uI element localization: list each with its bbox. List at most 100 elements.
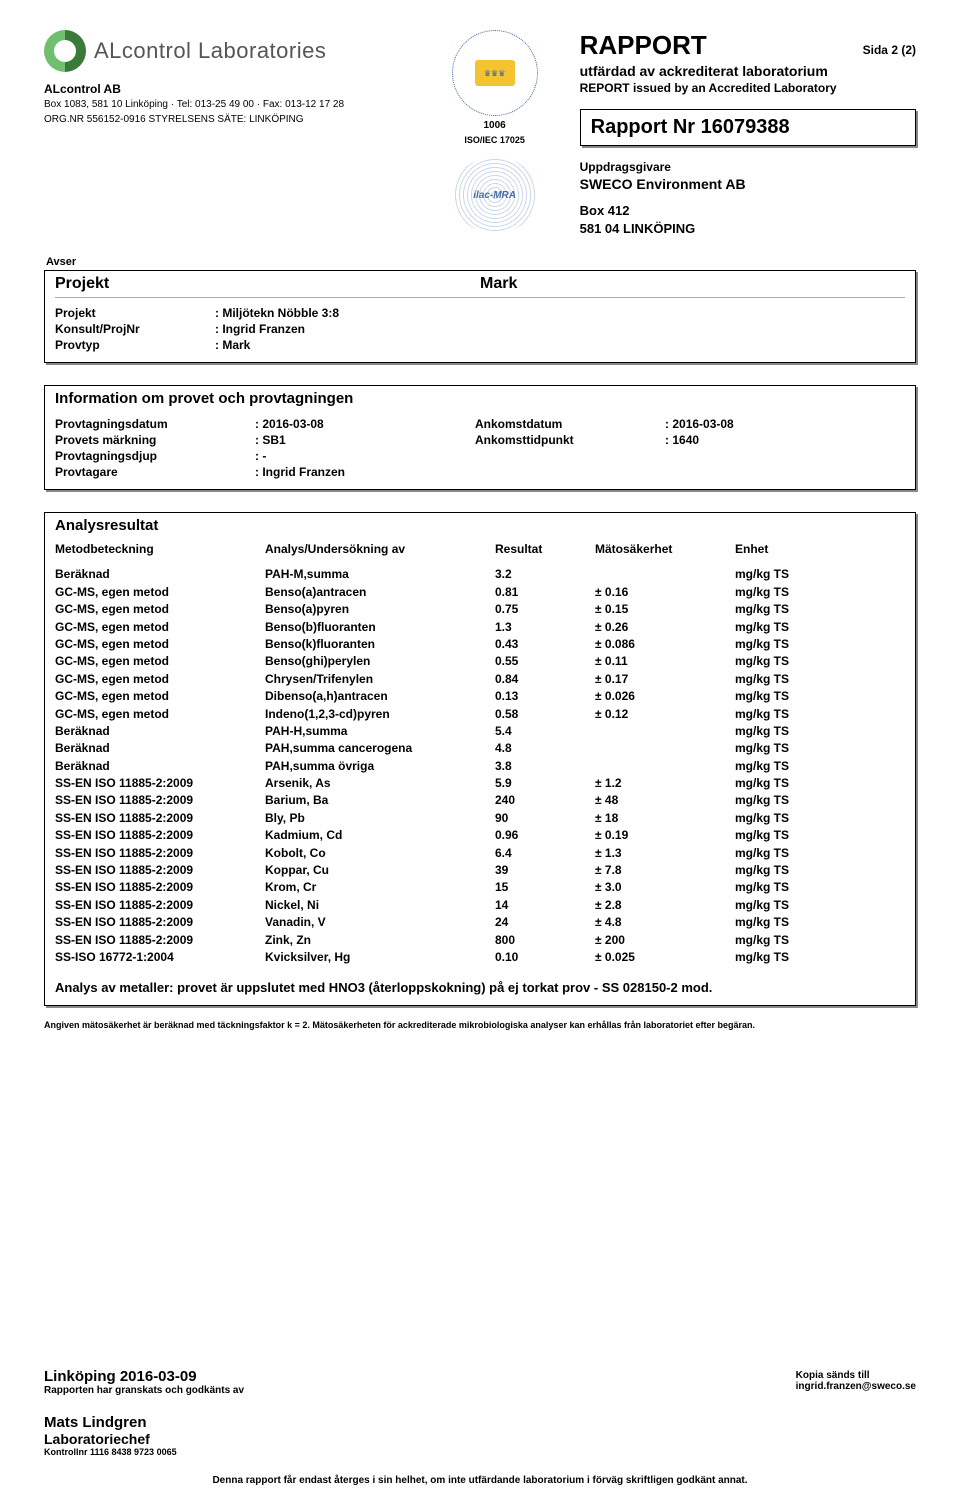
table-cell: 240 (495, 792, 595, 809)
table-cell: Beräknad (55, 740, 265, 757)
kv-key: Ankomsttidpunkt (475, 433, 665, 447)
table-cell: 0.55 (495, 653, 595, 670)
table-cell: GC-MS, egen metod (55, 636, 265, 653)
footer-role: Laboratoriechef (44, 1431, 244, 1447)
table-cell: SS-EN ISO 11885-2:2009 (55, 897, 265, 914)
table-cell: SS-EN ISO 11885-2:2009 (55, 862, 265, 879)
table-cell: SS-EN ISO 11885-2:2009 (55, 827, 265, 844)
table-cell: 0.10 (495, 949, 595, 966)
table-cell: mg/kg TS (735, 879, 855, 896)
results-method-note: Analys av metaller: provet är uppslutet … (55, 980, 905, 995)
swedac-number: 1006 (430, 120, 560, 131)
info-title: Information om provet och provtagningen (55, 390, 905, 407)
avser-grid: Projekt Miljötekn Nöbble 3:8 Konsult/Pro… (55, 306, 905, 352)
table-row: GC-MS, egen metodChrysen/Trifenylen0.84±… (55, 671, 905, 688)
table-cell: ± 0.16 (595, 584, 735, 601)
header-left: ALcontrol Laboratories ALcontrol AB Box … (44, 30, 410, 238)
table-cell: Koppar, Cu (265, 862, 495, 879)
table-cell: SS-EN ISO 11885-2:2009 (55, 932, 265, 949)
footer-name: Mats Lindgren (44, 1414, 244, 1431)
table-row: SS-EN ISO 11885-2:2009Zink, Zn800± 200mg… (55, 932, 905, 949)
table-cell: ± 1.2 (595, 775, 735, 792)
table-cell: mg/kg TS (735, 897, 855, 914)
kv-val: Mark (215, 338, 435, 352)
client-label: Uppdragsgivare (580, 160, 916, 174)
table-cell: 0.84 (495, 671, 595, 688)
table-cell: Beräknad (55, 723, 265, 740)
col-uncert: Mätosäkerhet (595, 542, 735, 556)
table-cell: Kobolt, Co (265, 845, 495, 862)
table-cell: mg/kg TS (735, 601, 855, 618)
company-address-1: Box 1083, 581 10 Linköping · Tel: 013-25… (44, 98, 410, 111)
kv-key: Projekt (55, 306, 215, 320)
table-cell: mg/kg TS (735, 775, 855, 792)
table-cell: ± 7.8 (595, 862, 735, 879)
table-cell (595, 566, 735, 583)
table-row: SS-ISO 16772-1:2004Kvicksilver, Hg0.10± … (55, 949, 905, 966)
table-cell: 0.58 (495, 706, 595, 723)
ilac-logo-icon: ilac-MRA (452, 157, 538, 233)
table-cell: PAH-H,summa (265, 723, 495, 740)
results-header-row: Metodbeteckning Analys/Undersökning av R… (55, 542, 905, 556)
table-cell: ± 3.0 (595, 879, 735, 896)
kv-key: Provtagningsdatum (55, 417, 255, 431)
table-cell: GC-MS, egen metod (55, 671, 265, 688)
avser-section: Projekt Mark Projekt Miljötekn Nöbble 3:… (44, 270, 916, 363)
table-cell: Dibenso(a,h)antracen (265, 688, 495, 705)
table-row: BeräknadPAH,summa cancerogena4.8mg/kg TS (55, 740, 905, 757)
table-cell: ± 0.17 (595, 671, 735, 688)
table-cell: mg/kg TS (735, 792, 855, 809)
table-cell: PAH,summa övriga (265, 758, 495, 775)
table-cell: mg/kg TS (735, 914, 855, 931)
table-cell: 24 (495, 914, 595, 931)
table-row: SS-EN ISO 11885-2:2009Koppar, Cu39± 7.8m… (55, 862, 905, 879)
swedac-standard: ISO/IEC 17025 (430, 135, 560, 145)
table-cell: Beräknad (55, 758, 265, 775)
report-page: ALcontrol Laboratories ALcontrol AB Box … (0, 0, 960, 1510)
footer-place-date: Linköping 2016-03-09 (44, 1368, 244, 1385)
table-cell: 1.3 (495, 619, 595, 636)
table-row: SS-EN ISO 11885-2:2009Nickel, Ni14± 2.8m… (55, 897, 905, 914)
table-cell: Chrysen/Trifenylen (265, 671, 495, 688)
table-cell: ± 0.086 (595, 636, 735, 653)
results-title: Analysresultat (55, 517, 905, 534)
table-cell: PAH-M,summa (265, 566, 495, 583)
table-cell: SS-EN ISO 11885-2:2009 (55, 879, 265, 896)
col-method: Metodbeteckning (55, 542, 265, 556)
table-cell: mg/kg TS (735, 740, 855, 757)
table-row: BeräknadPAH-M,summa3.2mg/kg TS (55, 566, 905, 583)
issued-sv: utfärdad av ackrediterat laboratorium (580, 63, 916, 79)
table-cell (595, 723, 735, 740)
info-section: Information om provet och provtagningen … (44, 385, 916, 490)
table-row: GC-MS, egen metodIndeno(1,2,3-cd)pyren0.… (55, 706, 905, 723)
col-result: Resultat (495, 542, 595, 556)
table-row: SS-EN ISO 11885-2:2009Arsenik, As5.9± 1.… (55, 775, 905, 792)
kv-key: Ankomstdatum (475, 417, 665, 431)
table-cell: ± 18 (595, 810, 735, 827)
table-cell: mg/kg TS (735, 932, 855, 949)
table-cell: GC-MS, egen metod (55, 688, 265, 705)
table-cell: SS-ISO 16772-1:2004 (55, 949, 265, 966)
header-mid: ♛♛♛ 1006 ISO/IEC 17025 ilac-MRA (430, 30, 560, 238)
table-cell: ± 200 (595, 932, 735, 949)
table-cell: mg/kg TS (735, 688, 855, 705)
table-cell: Vanadin, V (265, 914, 495, 931)
table-row: SS-EN ISO 11885-2:2009Kadmium, Cd0.96± 0… (55, 827, 905, 844)
table-cell: ± 48 (595, 792, 735, 809)
kv-key: Provtagare (55, 465, 255, 479)
table-row: BeräknadPAH,summa övriga3.8mg/kg TS (55, 758, 905, 775)
table-cell: SS-EN ISO 11885-2:2009 (55, 914, 265, 931)
client-block: Uppdragsgivare SWECO Environment AB Box … (580, 160, 916, 238)
table-cell: ± 2.8 (595, 897, 735, 914)
kv-key: Provtyp (55, 338, 215, 352)
footer-kopia: Kopia sänds till (796, 1370, 916, 1381)
col-unit: Enhet (735, 542, 855, 556)
table-cell: 0.75 (495, 601, 595, 618)
table-cell: mg/kg TS (735, 949, 855, 966)
table-row: GC-MS, egen metodBenso(a)antracen0.81± 0… (55, 584, 905, 601)
kv-val: SB1 (255, 433, 475, 447)
table-row: SS-EN ISO 11885-2:2009Vanadin, V24± 4.8m… (55, 914, 905, 931)
table-cell: mg/kg TS (735, 566, 855, 583)
table-cell: Beräknad (55, 566, 265, 583)
table-row: SS-EN ISO 11885-2:2009Barium, Ba240± 48m… (55, 792, 905, 809)
